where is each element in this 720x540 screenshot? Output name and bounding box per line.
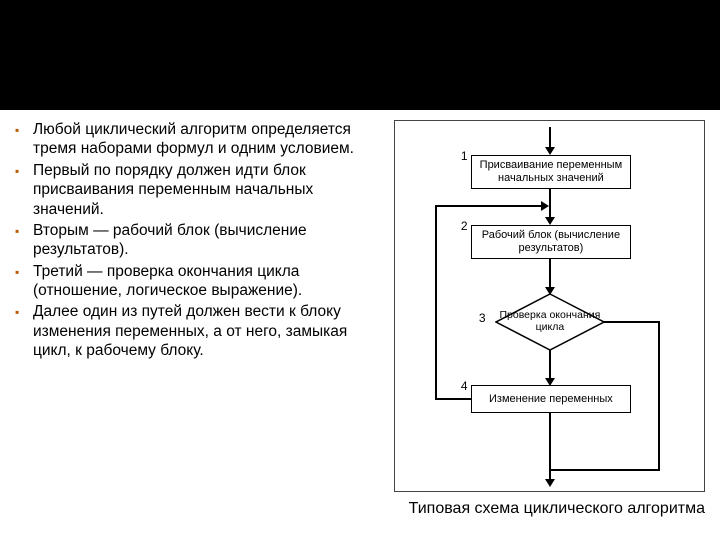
node-label: Присваивание переменным начальных значен… xyxy=(475,159,627,184)
edge xyxy=(435,205,543,207)
edge xyxy=(549,127,551,149)
list-item: ▪ Первый по порядку должен идти блок при… xyxy=(15,161,384,219)
node-label: Изменение переменных xyxy=(489,393,613,406)
node-number: 3 xyxy=(479,311,486,325)
list-item: ▪ Любой циклический алгоритм определяетс… xyxy=(15,120,384,159)
node-number: 4 xyxy=(461,379,468,393)
list-item: ▪ Третий — проверка окончания цикла (отн… xyxy=(15,262,384,301)
edge xyxy=(549,350,551,380)
content-row: ▪ Любой циклический алгоритм определяетс… xyxy=(0,110,720,492)
node-rect-1: Присваивание переменным начальных значен… xyxy=(471,155,631,189)
edge xyxy=(435,398,471,400)
node-label: Рабочий блок (вычисление результатов) xyxy=(475,229,627,254)
edge xyxy=(549,189,551,219)
edge xyxy=(549,413,551,441)
bullet-text: Третий — проверка окончания цикла (отнош… xyxy=(33,262,384,301)
bullet-icon: ▪ xyxy=(15,161,33,219)
edge xyxy=(658,321,660,471)
node-label: Проверка окончания цикла xyxy=(495,310,605,333)
arrow-icon xyxy=(545,147,555,155)
list-item: ▪ Вторым — рабочий блок (вычисление резу… xyxy=(15,221,384,260)
flowchart-diagram: 1 Присваивание переменным начальных знач… xyxy=(394,120,705,492)
edge xyxy=(549,469,660,471)
node-rect-2: Рабочий блок (вычисление результатов) xyxy=(471,225,631,259)
header-black-band xyxy=(0,0,720,110)
arrow-icon xyxy=(545,217,555,225)
arrow-icon xyxy=(545,479,555,487)
list-item: ▪ Далее один из путей должен вести к бло… xyxy=(15,302,384,360)
bullet-text: Далее один из путей должен вести к блоку… xyxy=(33,302,384,360)
node-diamond-3: Проверка окончания цикла xyxy=(495,293,605,351)
caption: Типовая схема циклического алгоритма xyxy=(0,492,720,518)
edge xyxy=(549,439,551,483)
edge xyxy=(604,321,660,323)
bullet-text: Первый по порядку должен идти блок присв… xyxy=(33,161,384,219)
edge xyxy=(435,205,437,400)
arrow-icon xyxy=(541,201,549,211)
bullet-icon: ▪ xyxy=(15,120,33,159)
bullet-text: Любой циклический алгоритм определяется … xyxy=(33,120,384,159)
bullet-icon: ▪ xyxy=(15,262,33,301)
bullet-icon: ▪ xyxy=(15,302,33,360)
edge xyxy=(549,259,551,289)
node-number: 2 xyxy=(461,219,468,233)
bullet-icon: ▪ xyxy=(15,221,33,260)
bullet-list: ▪ Любой циклический алгоритм определяетс… xyxy=(15,120,384,492)
node-rect-4: Изменение переменных xyxy=(471,385,631,413)
node-number: 1 xyxy=(461,149,468,163)
bullet-text: Вторым — рабочий блок (вычисление резуль… xyxy=(33,221,384,260)
